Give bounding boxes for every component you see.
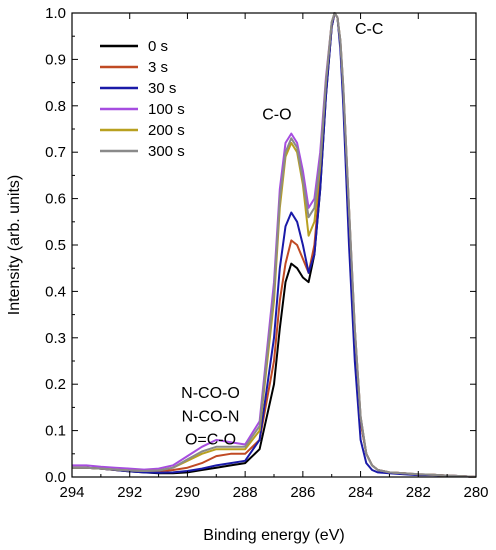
legend: 0 s 3 s 30 s 100 s 200 s 300 s xyxy=(100,38,185,160)
series-line-5 xyxy=(72,12,477,478)
x-tick-label: 288 xyxy=(233,484,258,501)
legend-label: 0 s xyxy=(148,38,168,55)
y-tick-label: 0.1 xyxy=(45,423,66,440)
peak-annotation: C-O xyxy=(262,107,291,124)
plot-frame xyxy=(71,12,477,478)
y-tick-label: 0.4 xyxy=(45,283,66,300)
y-tick-label: 0.0 xyxy=(45,469,66,486)
x-tick-label: 294 xyxy=(59,484,84,501)
peak-annotation: O=C-O xyxy=(185,432,236,449)
legend-label: 30 s xyxy=(148,80,176,97)
x-tick-label: 292 xyxy=(117,484,142,501)
legend-label: 3 s xyxy=(148,59,168,76)
y-tick-label: 0.2 xyxy=(45,376,66,393)
y-tick-label: 0.7 xyxy=(45,144,66,161)
y-tick-label: 0.8 xyxy=(45,98,66,115)
annotations: C-C C-O N-CO-O N-CO-N O=C-O xyxy=(181,21,383,449)
peak-annotation: C-C xyxy=(355,21,383,38)
legend-label: 100 s xyxy=(148,101,185,118)
y-tick-label: 0.9 xyxy=(45,51,66,68)
y-axis-title: Intensity (arb. units) xyxy=(6,175,23,316)
y-tick-label: 1.0 xyxy=(45,5,66,22)
series-line-1 xyxy=(72,12,477,478)
x-tick-label: 290 xyxy=(175,484,200,501)
x-axis-ticks: 294 292 290 288 286 284 282 280 xyxy=(59,13,489,501)
x-tick-label: 284 xyxy=(348,484,373,501)
series-line-3 xyxy=(72,12,477,478)
plot-lines xyxy=(72,12,477,478)
y-tick-label: 0.6 xyxy=(45,191,66,208)
legend-label: 200 s xyxy=(148,122,185,139)
series-line-4 xyxy=(72,12,477,478)
peak-annotation: N-CO-O xyxy=(181,385,240,402)
legend-label: 300 s xyxy=(148,143,185,160)
peak-annotation: N-CO-N xyxy=(182,408,240,425)
y-axis-ticks: 0.0 0.1 0.2 0.3 0.4 0.5 0.6 0.7 0.8 0.9 1.0 xyxy=(45,5,476,486)
x-tick-label: 286 xyxy=(290,484,315,501)
y-tick-label: 0.5 xyxy=(45,237,66,254)
x-tick-label: 280 xyxy=(463,484,488,501)
x-axis-title: Binding energy (eV) xyxy=(203,527,344,544)
x-tick-label: 282 xyxy=(406,484,431,501)
series-line-0 xyxy=(72,12,477,478)
y-tick-label: 0.3 xyxy=(45,330,66,347)
series-line-2 xyxy=(72,12,477,478)
